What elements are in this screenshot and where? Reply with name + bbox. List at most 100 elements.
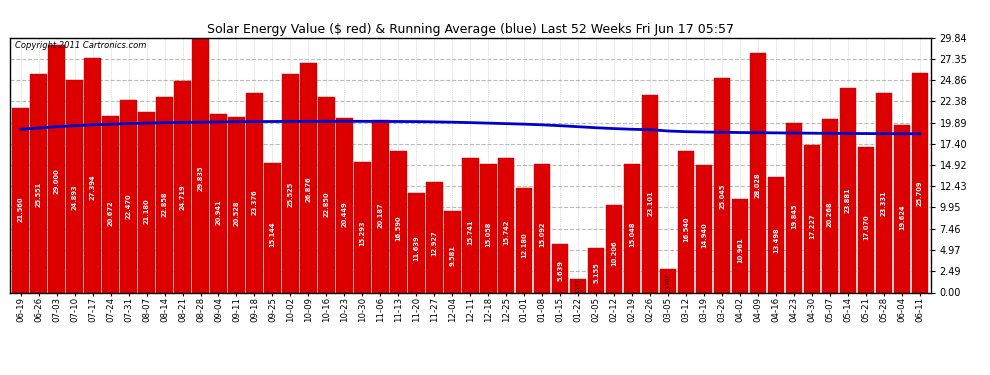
Bar: [408, 193, 425, 292]
Bar: [767, 177, 784, 292]
Text: 20.941: 20.941: [216, 199, 222, 225]
Bar: [804, 145, 820, 292]
Text: 14.940: 14.940: [701, 222, 707, 248]
Text: 15.058: 15.058: [485, 222, 491, 247]
Text: 24.893: 24.893: [71, 184, 77, 210]
Text: 16.540: 16.540: [683, 216, 689, 242]
Bar: [822, 119, 839, 292]
Text: 15.092: 15.092: [540, 222, 545, 247]
Bar: [875, 93, 892, 292]
Text: 20.672: 20.672: [108, 200, 114, 226]
Bar: [210, 114, 227, 292]
Bar: [66, 80, 83, 292]
Text: 25.551: 25.551: [36, 182, 42, 207]
Text: 23.331: 23.331: [881, 190, 887, 216]
Text: 13.498: 13.498: [773, 228, 779, 254]
Bar: [498, 158, 515, 292]
Bar: [588, 249, 605, 292]
Bar: [121, 100, 137, 292]
Text: 21.180: 21.180: [144, 198, 149, 224]
Text: 11.639: 11.639: [413, 235, 420, 261]
Bar: [174, 81, 191, 292]
Text: 22.850: 22.850: [324, 192, 330, 217]
Text: 19.624: 19.624: [899, 204, 905, 230]
Bar: [372, 120, 389, 292]
Text: 12.927: 12.927: [432, 230, 438, 256]
Bar: [13, 108, 29, 292]
Bar: [659, 269, 676, 292]
Bar: [282, 74, 299, 292]
Text: 1.577: 1.577: [575, 278, 581, 294]
Bar: [318, 97, 335, 292]
Bar: [840, 88, 856, 292]
Bar: [247, 93, 262, 292]
Text: 29.000: 29.000: [53, 168, 59, 194]
Text: 20.528: 20.528: [234, 201, 240, 226]
Text: 17.227: 17.227: [809, 213, 815, 239]
Bar: [570, 279, 586, 292]
Text: 25.525: 25.525: [287, 182, 293, 207]
Bar: [49, 45, 65, 292]
Bar: [192, 38, 209, 292]
Text: 20.449: 20.449: [342, 201, 347, 226]
Bar: [480, 164, 497, 292]
Bar: [642, 95, 658, 292]
Bar: [84, 58, 101, 292]
Text: 19.845: 19.845: [791, 203, 797, 229]
Text: 10.961: 10.961: [737, 237, 742, 263]
Text: 27.394: 27.394: [90, 174, 96, 200]
Bar: [912, 73, 928, 292]
Text: 17.070: 17.070: [863, 214, 869, 240]
Text: 2.707: 2.707: [665, 273, 670, 289]
Bar: [624, 164, 641, 292]
Text: 22.470: 22.470: [126, 193, 132, 219]
Bar: [102, 116, 119, 292]
Text: 23.881: 23.881: [844, 188, 850, 213]
Text: 23.376: 23.376: [251, 190, 257, 215]
Bar: [156, 97, 173, 292]
Bar: [714, 78, 731, 292]
Text: 15.144: 15.144: [269, 222, 275, 247]
Text: 23.101: 23.101: [647, 191, 653, 216]
Bar: [229, 117, 245, 292]
Text: 25.709: 25.709: [917, 181, 923, 206]
Bar: [31, 74, 47, 292]
Text: 15.293: 15.293: [359, 221, 365, 246]
Bar: [732, 199, 748, 292]
Text: 16.590: 16.590: [395, 216, 401, 242]
Bar: [426, 182, 443, 292]
Bar: [894, 125, 910, 292]
Text: 29.835: 29.835: [198, 165, 204, 190]
Text: Copyright 2011 Cartronics.com: Copyright 2011 Cartronics.com: [15, 41, 146, 50]
Text: 15.742: 15.742: [503, 219, 509, 245]
Bar: [444, 211, 460, 292]
Text: 25.045: 25.045: [719, 183, 725, 209]
Text: 24.719: 24.719: [179, 184, 185, 210]
Text: 20.268: 20.268: [827, 202, 833, 227]
Bar: [354, 162, 370, 292]
Bar: [678, 151, 694, 292]
Bar: [462, 158, 478, 292]
Text: 20.187: 20.187: [377, 202, 383, 228]
Text: 5.639: 5.639: [557, 260, 563, 281]
Bar: [606, 205, 623, 292]
Text: 15.741: 15.741: [467, 219, 473, 245]
Text: 26.876: 26.876: [305, 176, 312, 202]
Text: 28.028: 28.028: [755, 172, 761, 198]
Bar: [336, 118, 352, 292]
Bar: [857, 147, 874, 292]
Bar: [534, 164, 550, 292]
Title: Solar Energy Value ($ red) & Running Average (blue) Last 52 Weeks Fri Jun 17 05:: Solar Energy Value ($ red) & Running Ave…: [207, 23, 734, 36]
Text: 9.581: 9.581: [449, 245, 455, 266]
Bar: [264, 163, 281, 292]
Text: 10.206: 10.206: [611, 240, 617, 266]
Bar: [139, 111, 154, 292]
Bar: [696, 165, 712, 292]
Text: 5.155: 5.155: [593, 262, 599, 283]
Bar: [786, 123, 802, 292]
Text: 22.858: 22.858: [161, 192, 167, 217]
Bar: [390, 151, 407, 292]
Bar: [749, 53, 766, 292]
Bar: [300, 63, 317, 292]
Text: 12.180: 12.180: [521, 233, 528, 258]
